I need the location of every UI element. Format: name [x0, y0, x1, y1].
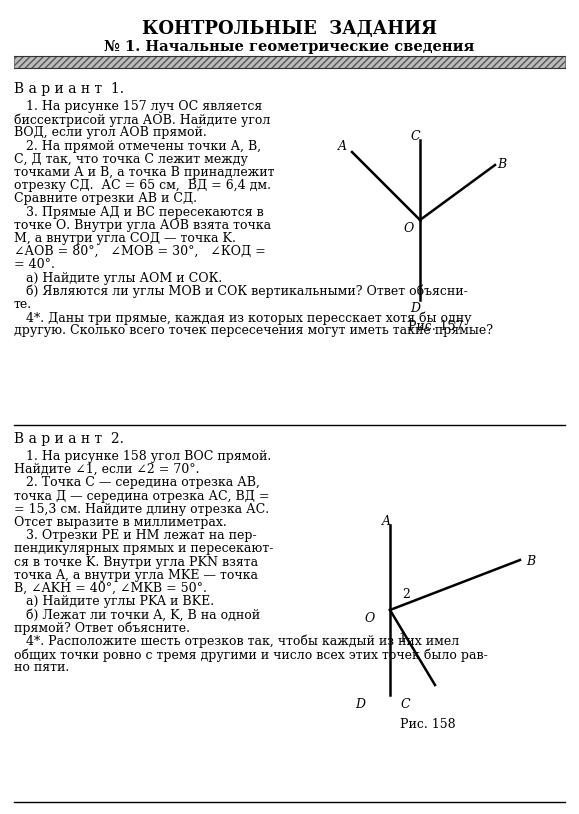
Text: точками А и В, а точка В принадлежит: точками А и В, а точка В принадлежит — [14, 166, 274, 179]
Text: 2. Точка С — середина отрезка АВ,: 2. Точка С — середина отрезка АВ, — [14, 476, 260, 489]
Text: В а р и а н т  2.: В а р и а н т 2. — [14, 432, 124, 446]
Text: B, ∠AKH = 40°, ∠MKB = 50°.: B, ∠AKH = 40°, ∠MKB = 50°. — [14, 582, 207, 595]
Text: C: C — [410, 130, 420, 143]
Text: М, а внутри угла СОД — точка K.: М, а внутри угла СОД — точка K. — [14, 232, 236, 245]
Text: 4*. Расположите шесть отрезков так, чтобы каждый из них имел: 4*. Расположите шесть отрезков так, чтоб… — [14, 635, 459, 648]
Text: A: A — [338, 140, 346, 153]
Text: 1: 1 — [398, 632, 406, 645]
Text: № 1. Начальные геометрические сведения: № 1. Начальные геометрические сведения — [104, 40, 475, 54]
Text: ∠АОВ = 80°,   ∠МОВ = 30°,   ∠КОД =: ∠АОВ = 80°, ∠МОВ = 30°, ∠КОД = — [14, 245, 266, 258]
Text: Рис. 157: Рис. 157 — [408, 320, 464, 333]
Text: точка Д — середина отрезка АС, ВД =: точка Д — середина отрезка АС, ВД = — [14, 489, 269, 502]
Text: A: A — [382, 515, 390, 528]
Text: = 40°.: = 40°. — [14, 258, 55, 271]
Text: отрезку СД.  АС = 65 см,  ВД = 6,4 дм.: отрезку СД. АС = 65 см, ВД = 6,4 дм. — [14, 179, 271, 192]
Text: 1. На рисунке 157 луч ОС является: 1. На рисунке 157 луч ОС является — [14, 100, 262, 113]
Text: КОНТРОЛЬНЫЕ  ЗАДАНИЯ: КОНТРОЛЬНЫЕ ЗАДАНИЯ — [142, 20, 437, 38]
Text: С, Д так, что точка С лежит между: С, Д так, что точка С лежит между — [14, 153, 248, 166]
Text: те.: те. — [14, 298, 32, 311]
Text: 2: 2 — [402, 588, 410, 601]
Text: B: B — [526, 555, 535, 568]
Text: 2. На прямой отмечены точки А, В,: 2. На прямой отмечены точки А, В, — [14, 139, 261, 152]
Text: 3. Прямые АД и ВС пересекаются в: 3. Прямые АД и ВС пересекаются в — [14, 206, 264, 219]
Text: а) Найдите углы АОМ и СОК.: а) Найдите углы АОМ и СОК. — [14, 272, 222, 285]
Text: 1. На рисунке 158 угол ВОС прямой.: 1. На рисунке 158 угол ВОС прямой. — [14, 450, 271, 463]
Text: точке О. Внутри угла АОВ взята точка: точке О. Внутри угла АОВ взята точка — [14, 219, 271, 232]
Text: ВОД, если угол АОВ прямой.: ВОД, если угол АОВ прямой. — [14, 126, 207, 139]
Text: O: O — [404, 222, 414, 235]
Text: Сравните отрезки АВ и СД.: Сравните отрезки АВ и СД. — [14, 192, 197, 205]
Text: точка A, а внутри угла MKE — точка: точка A, а внутри угла MKE — точка — [14, 569, 258, 582]
Text: В а р и а н т  1.: В а р и а н т 1. — [14, 82, 124, 96]
Text: 4*. Даны три прямые, каждая из которых пересскает хотя бы одну: 4*. Даны три прямые, каждая из которых п… — [14, 311, 471, 325]
Text: = 15,3 см. Найдите длину отрезка АС.: = 15,3 см. Найдите длину отрезка АС. — [14, 503, 269, 516]
Text: O: O — [365, 612, 375, 625]
Text: но пяти.: но пяти. — [14, 661, 69, 674]
Text: B: B — [497, 158, 507, 171]
Text: общих точки ровно с тремя другими и число всех этих точек было рав-: общих точки ровно с тремя другими и числ… — [14, 648, 488, 662]
Text: прямой? Ответ объясните.: прямой? Ответ объясните. — [14, 622, 190, 635]
Text: D: D — [355, 698, 365, 711]
Text: другую. Сколько всего точек персесечения могут иметь такие прямые?: другую. Сколько всего точек персесечения… — [14, 325, 493, 337]
Bar — [14, 56, 565, 68]
Text: биссектрисой угла АОВ. Найдите угол: биссектрисой угла АОВ. Найдите угол — [14, 113, 270, 127]
Text: Отсет выразите в миллиметрах.: Отсет выразите в миллиметрах. — [14, 516, 227, 529]
Text: ся в точке K. Внутри угла PKN взята: ся в точке K. Внутри угла PKN взята — [14, 556, 258, 569]
Text: б) Лежат ли точки A, K, B на одной: б) Лежат ли точки A, K, B на одной — [14, 608, 260, 621]
Text: б) Являются ли углы МОВ и СОК вертикальными? Ответ объясни-: б) Являются ли углы МОВ и СОК вертикальн… — [14, 285, 468, 298]
Text: Рис. 158: Рис. 158 — [400, 718, 456, 731]
Text: C: C — [400, 698, 410, 711]
Text: пендикулярных прямых и пересекают-: пендикулярных прямых и пересекают- — [14, 542, 273, 555]
Text: а) Найдите углы PKA и BKE.: а) Найдите углы PKA и BKE. — [14, 595, 214, 608]
Text: 3. Отрезки РЕ и НМ лежат на пер-: 3. Отрезки РЕ и НМ лежат на пер- — [14, 529, 256, 542]
Text: D: D — [410, 302, 420, 315]
Text: Найдите ∠1, если ∠2 = 70°.: Найдите ∠1, если ∠2 = 70°. — [14, 463, 200, 476]
